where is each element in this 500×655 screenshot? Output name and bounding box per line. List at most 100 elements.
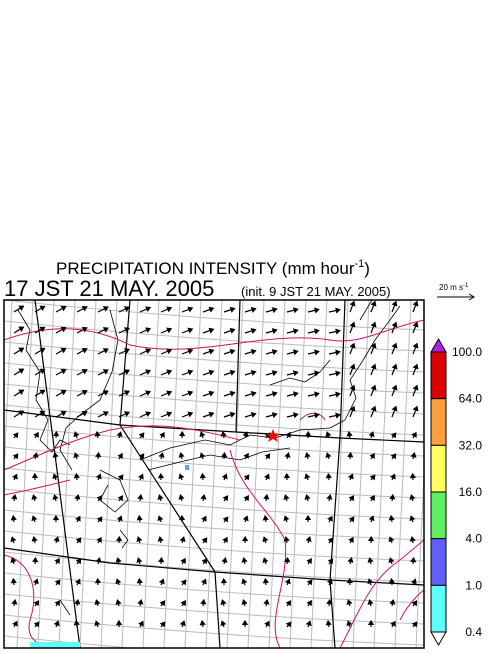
wind-arrow-head — [167, 391, 171, 395]
colorbar-band — [431, 585, 446, 632]
wind-arrow-head — [96, 453, 100, 457]
wind-arrow-head — [62, 307, 66, 311]
wind-arrow-head — [348, 453, 352, 457]
wind-arrow-head — [12, 516, 16, 520]
wind-arrow-head — [411, 474, 415, 478]
wind-arrow-head — [411, 558, 415, 562]
wind-arrow-head — [252, 413, 256, 417]
wind-arrow-head — [96, 579, 100, 583]
wind-arrow-head — [327, 474, 331, 478]
wind-arrow-head — [167, 412, 171, 416]
colorbar-band — [431, 539, 446, 586]
wind-arrow-head — [315, 392, 319, 396]
wind-arrow-head — [414, 323, 418, 327]
wind-arrow-head — [372, 302, 376, 306]
colorbar-band — [431, 445, 446, 492]
wind-arrow-head — [53, 495, 57, 499]
wind-arrow-head — [348, 579, 352, 583]
wind-arrow-head — [414, 344, 418, 348]
wind-arrow-head — [307, 621, 311, 625]
wind-arrow-head — [286, 579, 290, 583]
wind-arrow-head — [19, 306, 23, 310]
wind-arrow-head — [158, 495, 162, 499]
wind-arrow-head — [201, 495, 205, 499]
wind-arrow-head — [307, 537, 311, 541]
wind-arrow-head — [35, 433, 39, 437]
wind-arrow-head — [412, 433, 416, 437]
wind-arrow-head — [11, 537, 15, 541]
colorbar-label: 4.0 — [465, 532, 482, 546]
wind-arrow-head — [390, 579, 394, 583]
colorbar: 100.064.032.016.04.01.00.4 — [431, 339, 482, 645]
wind-arrow-head — [315, 308, 319, 312]
wind-arrow-head — [393, 344, 397, 348]
wind-arrow-head — [95, 600, 99, 604]
wind-arrow-head — [294, 308, 298, 312]
wind-arrow-head — [55, 537, 59, 541]
wind-arrow-head — [32, 537, 36, 541]
wind-arrow-head — [348, 432, 352, 436]
wind-arrow-head — [125, 391, 129, 395]
wind-arrow-head — [327, 495, 331, 499]
wind-arrow-head — [62, 412, 66, 416]
wind-arrow-head — [252, 392, 256, 396]
wind-arrow-head — [161, 433, 165, 437]
wind-arrow-head — [414, 365, 418, 369]
wind-arrow-head — [62, 328, 66, 332]
wind-arrow-head — [138, 516, 142, 520]
wind-arrow-head — [305, 495, 309, 499]
wind-arrow-head — [118, 516, 122, 520]
wind-arrow-head — [188, 307, 192, 311]
wind-arrow-head — [389, 558, 393, 562]
wind-arrow-head — [137, 558, 141, 562]
wind-arrow-head — [209, 370, 213, 374]
wind-arrow-head — [146, 412, 150, 416]
wind-arrow-head — [160, 579, 164, 583]
parallel — [4, 384, 424, 414]
colorbar-label: 16.0 — [459, 485, 483, 499]
wind-arrow-head — [209, 307, 213, 311]
wind-arrow-head — [34, 579, 38, 583]
wind-arrow-head — [13, 475, 17, 479]
wind-arrow-head — [34, 453, 38, 457]
vector-scale-arrow — [437, 294, 474, 300]
wind-arrow-head — [412, 579, 416, 583]
wind-arrow-head — [308, 601, 312, 605]
wind-arrow-head — [146, 349, 150, 353]
wind-arrow-head — [315, 413, 319, 417]
wind-arrow-head — [12, 495, 16, 499]
wind-arrow-head — [209, 328, 213, 332]
wind-arrow-head — [327, 621, 331, 625]
wind-arrow-head — [390, 495, 394, 499]
colorbar-label: 1.0 — [465, 578, 482, 592]
wind-arrow-head — [32, 516, 36, 520]
wind-arrow-head — [179, 453, 183, 457]
wind-arrow-head — [414, 407, 418, 411]
wind-arrow-head — [315, 350, 319, 354]
wind-arrow-head — [209, 349, 213, 353]
parallel — [4, 573, 424, 603]
meridian — [395, 300, 411, 648]
wind-arrow-head — [231, 392, 235, 396]
precip-patch — [30, 642, 80, 648]
wind-arrow-head — [284, 516, 288, 520]
wind-arrow-head — [201, 600, 205, 604]
vector-scale-text: 20 m s — [439, 283, 463, 292]
wind-arrow-head — [33, 474, 37, 478]
valid-time: 17 JST 21 MAY. 2005 — [4, 276, 214, 301]
wind-arrow-head — [349, 538, 353, 542]
wind-arrow-head — [252, 308, 256, 312]
wind-arrow-head — [19, 327, 23, 331]
wind-arrow-head — [347, 600, 351, 604]
wind-arrow-head — [221, 432, 225, 436]
wind-arrow-head — [118, 432, 122, 436]
wind-arrow-head — [209, 391, 213, 395]
wind-arrow-head — [231, 350, 235, 354]
wind-arrow-head — [264, 579, 268, 583]
wind-arrow-head — [116, 600, 120, 604]
wind-arrow-head — [83, 412, 87, 416]
wind-arrow-head — [336, 392, 340, 396]
wind-arrow-head — [349, 474, 353, 478]
wind-arrow-head — [231, 371, 235, 375]
wind-arrow-head — [265, 622, 269, 626]
